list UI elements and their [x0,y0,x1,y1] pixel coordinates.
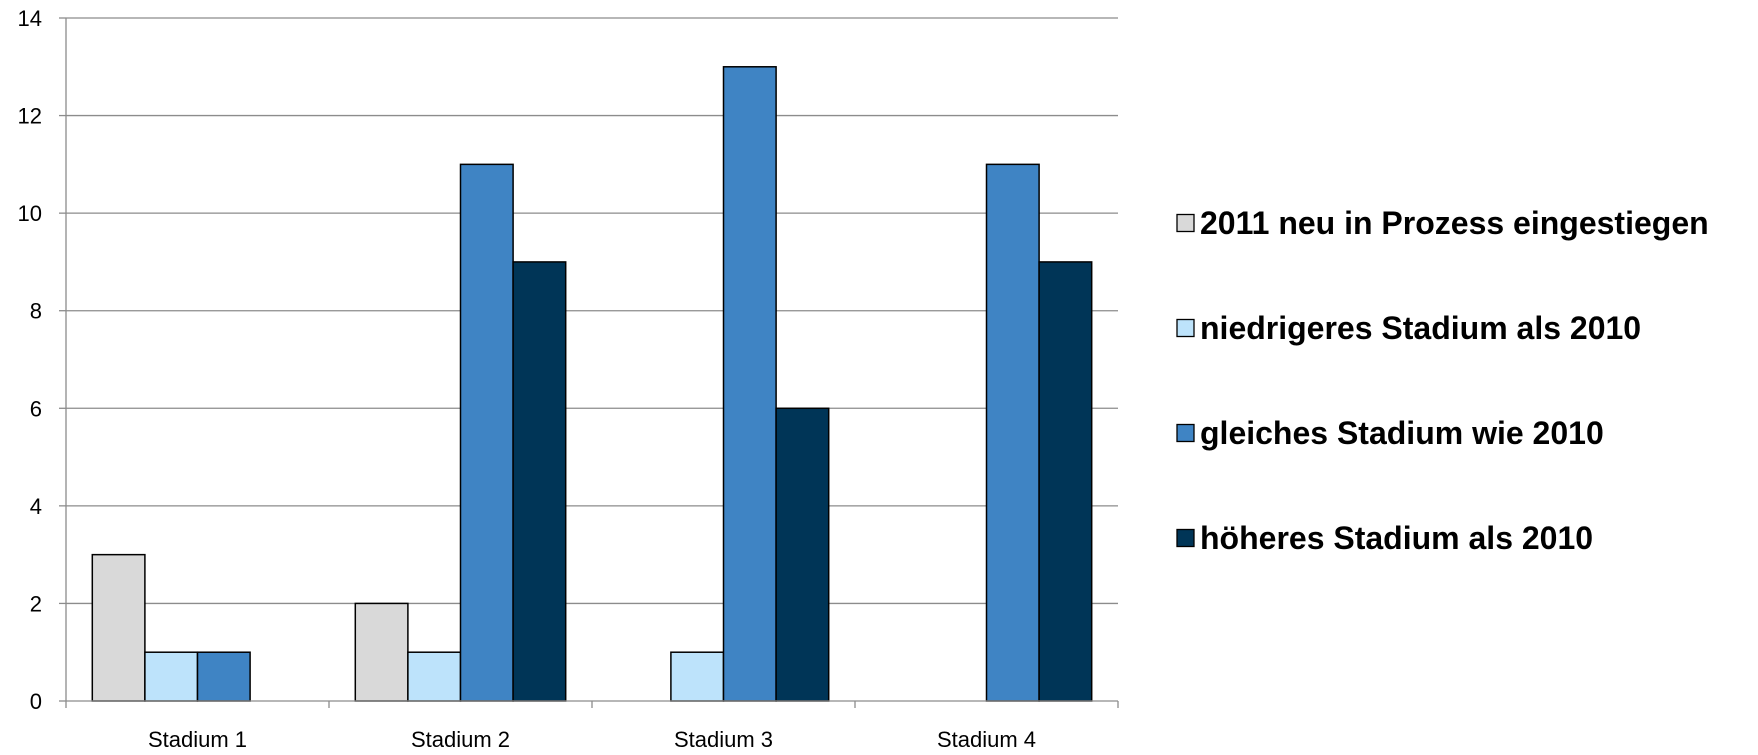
x-category-label: Stadium 1 [148,727,247,752]
x-category-label: Stadium 2 [411,727,510,752]
legend-swatch [1176,318,1195,338]
y-tick-label: 4 [30,494,42,519]
bar [91,553,146,702]
bar [775,407,830,702]
legend-label: 2011 neu in Prozess eingestiegen [1200,205,1709,241]
bar [670,651,725,702]
bars [91,66,1093,702]
y-axis-tick-labels: 0 2 4 6 8 10 12 14 [18,6,42,714]
legend-label: höheres Stadium als 2010 [1200,520,1593,556]
bar [354,602,409,702]
bar [1038,261,1093,702]
x-category-label: Stadium 3 [674,727,773,752]
bar [459,163,514,702]
y-tick-label: 14 [18,6,42,31]
legend-label: gleiches Stadium wie 2010 [1200,415,1604,451]
y-tick-label: 10 [18,201,42,226]
bar [722,66,777,702]
bar [196,651,251,702]
y-tick-label: 12 [18,104,42,129]
y-tick-label: 0 [30,689,42,714]
bar [144,651,199,702]
x-category-label: Stadium 4 [937,727,1036,752]
x-axis-category-labels: Stadium 1 Stadium 2 Stadium 3 Stadium 4 [148,727,1036,752]
legend-swatch [1176,213,1195,233]
axes [59,17,1119,708]
legend-swatch [1176,528,1195,548]
legend-swatch [1176,423,1195,443]
gridlines [66,17,1118,605]
legend-label: niedrigeres Stadium als 2010 [1200,310,1641,346]
legend: 2011 neu in Prozess eingestiegen niedrige… [1176,205,1709,556]
y-tick-label: 6 [30,396,42,421]
bar [985,163,1040,702]
y-tick-label: 8 [30,299,42,324]
y-tick-label: 2 [30,591,42,616]
bar [512,261,567,702]
bar [407,651,462,702]
